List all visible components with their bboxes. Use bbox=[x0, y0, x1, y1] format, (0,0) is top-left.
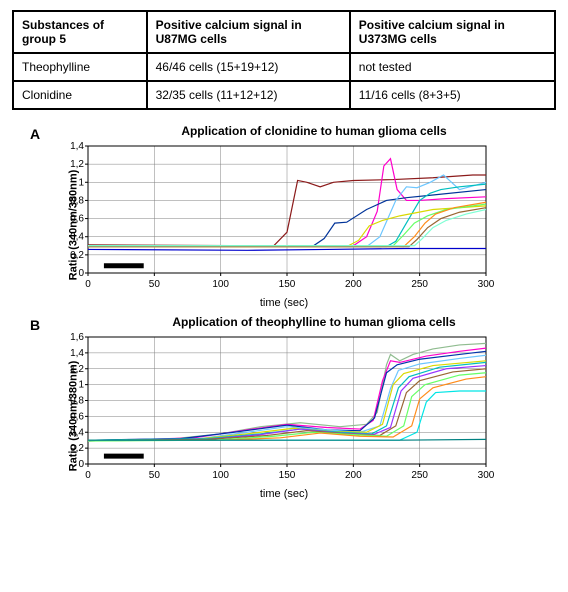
svg-text:1: 1 bbox=[78, 177, 84, 188]
svg-text:0: 0 bbox=[78, 459, 84, 470]
x-axis-label: time (sec) bbox=[54, 488, 514, 500]
panel-label: B bbox=[30, 317, 40, 333]
table-row: Clonidine 32/35 cells (11+12+12) 11/16 c… bbox=[13, 81, 555, 109]
svg-text:300: 300 bbox=[478, 470, 494, 481]
y-axis-label: Ratio (340nm/380nm) bbox=[67, 360, 79, 471]
svg-text:150: 150 bbox=[279, 279, 296, 290]
svg-text:250: 250 bbox=[411, 279, 428, 290]
svg-text:1,4: 1,4 bbox=[70, 141, 84, 152]
panel-a: A Application of clonidine to human glio… bbox=[12, 124, 556, 309]
line-chart-b: 00,20,40,60,811,21,41,605010015020025030… bbox=[54, 331, 494, 486]
col-header: Substances of group 5 bbox=[13, 11, 147, 53]
svg-text:250: 250 bbox=[411, 470, 428, 481]
svg-text:50: 50 bbox=[149, 279, 161, 290]
cell: 32/35 cells (11+12+12) bbox=[147, 81, 350, 109]
chart-wrap: Ratio (340nm/380nm) 00,20,40,60,811,21,4… bbox=[54, 140, 514, 309]
panel-label: A bbox=[30, 126, 40, 142]
svg-text:150: 150 bbox=[279, 470, 296, 481]
cell: 46/46 cells (15+19+12) bbox=[147, 53, 350, 81]
svg-text:300: 300 bbox=[478, 279, 494, 290]
svg-text:200: 200 bbox=[345, 279, 362, 290]
cell: 11/16 cells (8+3+5) bbox=[350, 81, 555, 109]
svg-text:1,6: 1,6 bbox=[70, 332, 84, 343]
y-axis-label: Ratio (340nm/380nm) bbox=[67, 169, 79, 280]
cell: Theophylline bbox=[13, 53, 147, 81]
cell: Clonidine bbox=[13, 81, 147, 109]
chart-title: Application of theophylline to human gli… bbox=[72, 315, 556, 329]
svg-text:0: 0 bbox=[78, 268, 84, 279]
cell: not tested bbox=[350, 53, 555, 81]
svg-text:1,4: 1,4 bbox=[70, 348, 84, 359]
svg-text:100: 100 bbox=[212, 279, 229, 290]
svg-text:50: 50 bbox=[149, 470, 161, 481]
svg-text:0: 0 bbox=[85, 470, 91, 481]
svg-text:200: 200 bbox=[345, 470, 362, 481]
panel-b: B Application of theophylline to human g… bbox=[12, 315, 556, 500]
col-header: Positive calcium signal in U87MG cells bbox=[147, 11, 350, 53]
x-axis-label: time (sec) bbox=[54, 297, 514, 309]
svg-text:0: 0 bbox=[85, 279, 91, 290]
line-chart-a: 00,20,40,60,811,21,4050100150200250300 bbox=[54, 140, 494, 295]
svg-text:1: 1 bbox=[78, 380, 84, 391]
results-table: Substances of group 5 Positive calcium s… bbox=[12, 10, 556, 110]
chart-wrap: Ratio (340nm/380nm) 00,20,40,60,811,21,4… bbox=[54, 331, 514, 500]
col-header: Positive calcium signal in U373MG cells bbox=[350, 11, 555, 53]
svg-text:100: 100 bbox=[212, 470, 229, 481]
table-row: Theophylline 46/46 cells (15+19+12) not … bbox=[13, 53, 555, 81]
chart-title: Application of clonidine to human glioma… bbox=[72, 124, 556, 138]
